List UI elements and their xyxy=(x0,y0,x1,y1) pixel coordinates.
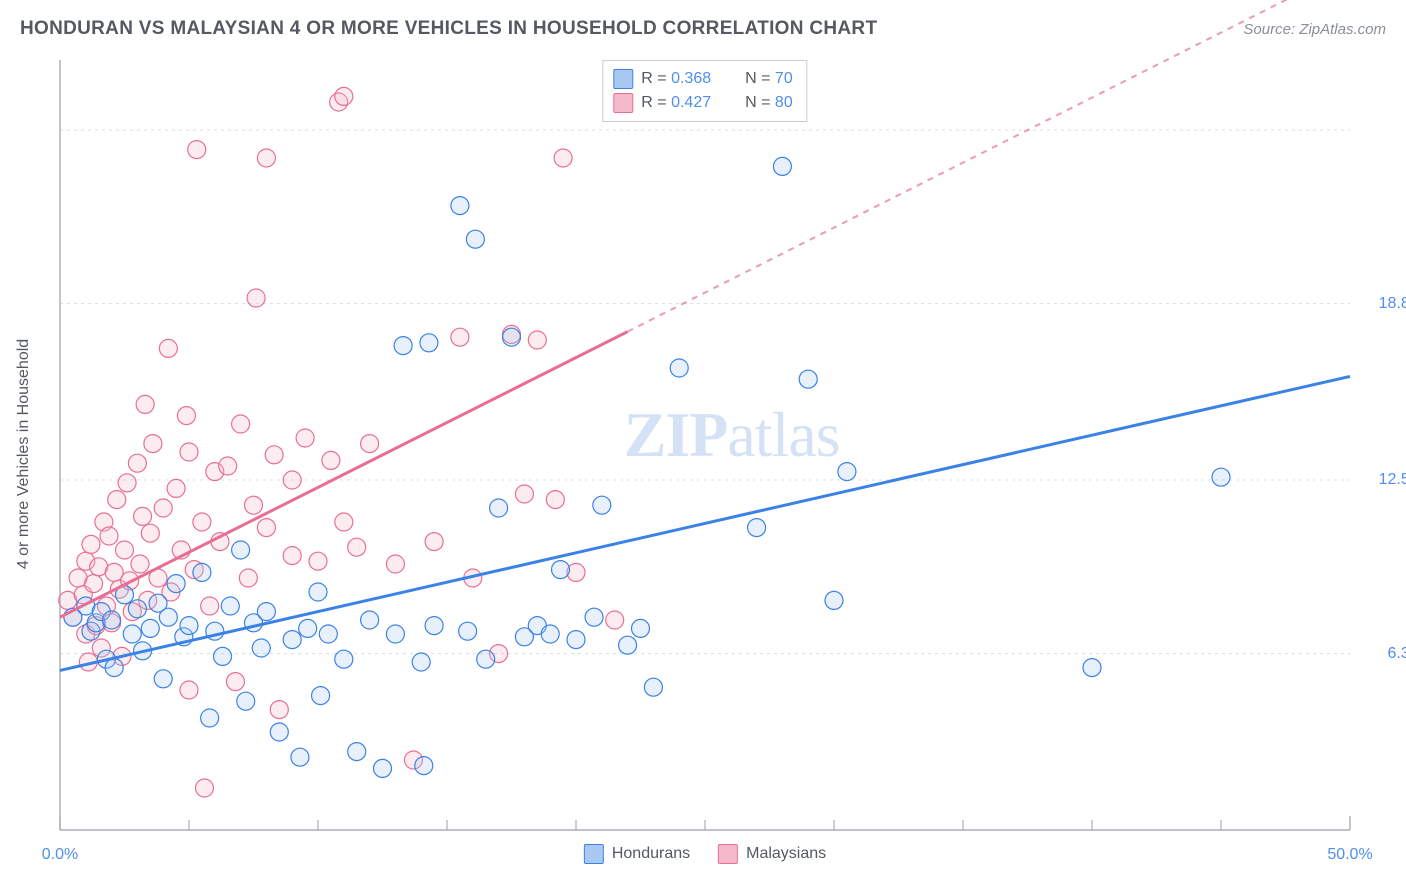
legend-n-stat: N = 70 xyxy=(745,67,793,91)
ytick-label: 18.8% xyxy=(1379,295,1406,313)
legend-item-malaysians: Malaysians xyxy=(718,844,826,864)
legend-n-stat: N = 80 xyxy=(745,91,793,115)
chart-title: HONDURAN VS MALAYSIAN 4 OR MORE VEHICLES… xyxy=(20,18,877,40)
xtick-label: 50.0% xyxy=(1327,846,1372,864)
chart-header: HONDURAN VS MALAYSIAN 4 OR MORE VEHICLES… xyxy=(20,18,1386,40)
xtick-label: 0.0% xyxy=(42,846,78,864)
swatch-malaysians xyxy=(718,844,738,864)
legend-stats-box: R = 0.368 N = 70 R = 0.427 N = 80 xyxy=(602,60,807,122)
plot-region: 4 or more Vehicles in Household ZIPatlas… xyxy=(60,60,1350,830)
legend-stat-row: R = 0.368 N = 70 xyxy=(613,67,792,91)
swatch-icon xyxy=(613,93,633,113)
swatch-hondurans xyxy=(584,844,604,864)
source-prefix: Source: xyxy=(1243,21,1299,38)
plot-svg xyxy=(60,60,1350,830)
swatch-icon xyxy=(613,69,633,89)
legend-r-stat: R = 0.368 xyxy=(641,67,711,91)
legend-label-hondurans: Hondurans xyxy=(612,845,690,863)
legend-series-box: Hondurans Malaysians xyxy=(584,844,826,864)
ytick-label: 12.5% xyxy=(1379,471,1406,489)
ytick-label: 6.3% xyxy=(1388,645,1406,663)
source-attribution: Source: ZipAtlas.com xyxy=(1243,21,1386,38)
source-name: ZipAtlas.com xyxy=(1299,21,1386,38)
legend-r-stat: R = 0.427 xyxy=(641,91,711,115)
legend-item-hondurans: Hondurans xyxy=(584,844,690,864)
legend-stat-row: R = 0.427 N = 80 xyxy=(613,91,792,115)
legend-label-malaysians: Malaysians xyxy=(746,845,826,863)
y-axis-label: 4 or more Vehicles in Household xyxy=(15,339,33,569)
